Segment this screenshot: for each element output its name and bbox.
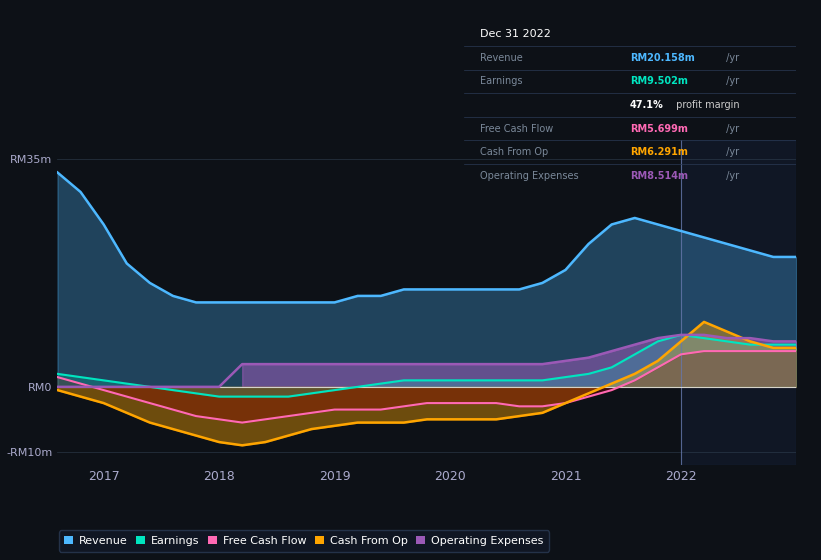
Text: RM20.158m: RM20.158m (631, 53, 695, 63)
Text: profit margin: profit margin (673, 100, 740, 110)
Text: /yr: /yr (723, 171, 740, 181)
Text: Dec 31 2022: Dec 31 2022 (480, 29, 552, 39)
Text: Free Cash Flow: Free Cash Flow (480, 124, 553, 134)
Text: 47.1%: 47.1% (631, 100, 664, 110)
Bar (681, 140, 796, 465)
Text: /yr: /yr (723, 53, 740, 63)
Text: RM5.699m: RM5.699m (631, 124, 688, 134)
Legend: Revenue, Earnings, Free Cash Flow, Cash From Op, Operating Expenses: Revenue, Earnings, Free Cash Flow, Cash … (59, 530, 548, 552)
Text: /yr: /yr (723, 147, 740, 157)
Text: Operating Expenses: Operating Expenses (480, 171, 579, 181)
Text: Revenue: Revenue (480, 53, 523, 63)
Text: RM8.514m: RM8.514m (631, 171, 688, 181)
Text: /yr: /yr (723, 76, 740, 86)
Text: RM6.291m: RM6.291m (631, 147, 688, 157)
Text: Earnings: Earnings (480, 76, 523, 86)
Text: RM9.502m: RM9.502m (631, 76, 688, 86)
Text: /yr: /yr (723, 124, 740, 134)
Text: Cash From Op: Cash From Op (480, 147, 548, 157)
